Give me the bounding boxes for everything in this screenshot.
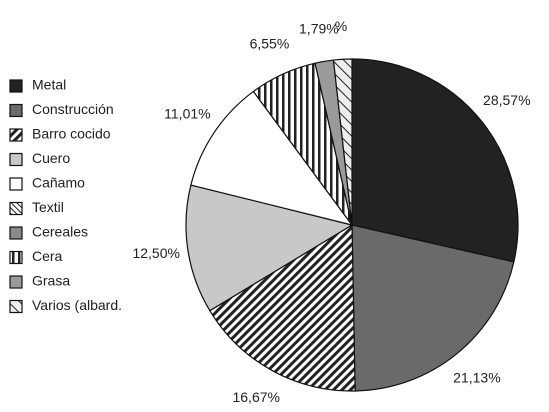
legend-swatch [9, 128, 23, 142]
pie-slice [208, 223, 356, 392]
slice-label: 28,57% [483, 92, 530, 108]
legend-label: Varios (albard. [32, 297, 122, 313]
legend-swatch [9, 226, 23, 240]
slice-label: 1,79% [299, 20, 339, 36]
legend-swatch [9, 299, 23, 314]
legend-label: Construcción [32, 101, 114, 117]
legend-label: Cañamo [32, 175, 85, 191]
legend-label: Metal [32, 77, 66, 93]
legend-label: Textil [32, 199, 64, 215]
legend-label: Cera [32, 248, 63, 264]
legend-label: Barro cocido [32, 126, 111, 142]
legend-swatch [9, 250, 23, 265]
legend-swatch [9, 177, 23, 191]
legend-swatch [9, 152, 23, 167]
slice-label: 6,55% [250, 36, 290, 52]
legend-swatch [9, 201, 23, 216]
pie-slice [185, 184, 354, 312]
legend-swatch [9, 275, 23, 289]
slice-label: % [335, 18, 347, 34]
pie-slice [351, 58, 519, 263]
pie-slice [332, 58, 353, 226]
legend-label: Cuero [32, 150, 70, 166]
pie-slice [190, 90, 354, 226]
legend-swatch [9, 103, 23, 118]
slice-label: 11,01% [164, 106, 210, 122]
legend-label: Grasa [32, 273, 70, 289]
slice-label: 16,67% [232, 389, 279, 405]
legend-label: Cereales [32, 224, 88, 240]
slice-label: 21,13% [453, 369, 500, 385]
slice-label: 12,50% [132, 245, 179, 261]
legend-swatch [9, 79, 23, 93]
pie-slice [351, 224, 515, 392]
